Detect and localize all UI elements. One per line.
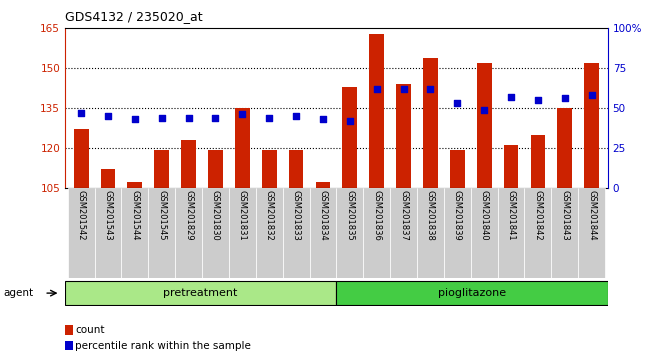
Text: GSM201831: GSM201831: [238, 190, 247, 241]
Bar: [471, 188, 498, 278]
Bar: [148, 188, 175, 278]
Bar: [557, 108, 572, 188]
Text: pioglitazone: pioglitazone: [438, 288, 506, 298]
Text: GSM201829: GSM201829: [184, 190, 193, 241]
Bar: [444, 188, 471, 278]
Text: GSM201843: GSM201843: [560, 190, 569, 241]
Text: GSM201830: GSM201830: [211, 190, 220, 241]
Text: percentile rank within the sample: percentile rank within the sample: [75, 341, 252, 350]
Bar: [175, 188, 202, 278]
Text: GSM201840: GSM201840: [480, 190, 489, 241]
Bar: [255, 188, 283, 278]
Point: [291, 113, 301, 119]
Bar: [289, 150, 304, 188]
Point: [129, 116, 140, 122]
Bar: [498, 188, 525, 278]
Bar: [578, 188, 605, 278]
Bar: [283, 188, 309, 278]
Bar: [127, 182, 142, 188]
Bar: [65, 281, 337, 305]
Point: [586, 92, 597, 98]
Bar: [181, 140, 196, 188]
Text: GSM201837: GSM201837: [399, 190, 408, 241]
Text: agent: agent: [3, 288, 33, 298]
Bar: [423, 58, 438, 188]
Text: pretreatment: pretreatment: [164, 288, 238, 298]
Bar: [525, 188, 551, 278]
Bar: [337, 188, 363, 278]
Bar: [417, 188, 444, 278]
Bar: [551, 188, 578, 278]
Point: [479, 107, 489, 113]
Bar: [101, 169, 116, 188]
Bar: [363, 188, 390, 278]
Point: [183, 115, 194, 120]
Point: [318, 116, 328, 122]
Point: [76, 110, 86, 116]
Bar: [208, 150, 223, 188]
Bar: [504, 145, 519, 188]
Text: GSM201834: GSM201834: [318, 190, 328, 241]
Bar: [315, 182, 330, 188]
Bar: [450, 150, 465, 188]
Bar: [154, 150, 169, 188]
Point: [372, 86, 382, 92]
Bar: [202, 188, 229, 278]
Point: [452, 101, 463, 106]
Point: [157, 115, 167, 120]
Bar: [369, 34, 384, 188]
Point: [210, 115, 220, 120]
Text: GSM201545: GSM201545: [157, 190, 166, 241]
Point: [560, 96, 570, 101]
Text: GSM201835: GSM201835: [345, 190, 354, 241]
Point: [425, 86, 436, 92]
Bar: [390, 188, 417, 278]
Bar: [229, 188, 255, 278]
Bar: [476, 63, 491, 188]
Bar: [396, 84, 411, 188]
Bar: [68, 188, 94, 278]
Text: GSM201844: GSM201844: [587, 190, 596, 241]
Bar: [94, 188, 122, 278]
Point: [506, 94, 516, 100]
Text: count: count: [75, 325, 105, 335]
Bar: [343, 87, 358, 188]
Text: GSM201833: GSM201833: [292, 190, 300, 241]
Text: GSM201542: GSM201542: [77, 190, 86, 241]
Point: [237, 112, 248, 117]
Text: GSM201842: GSM201842: [534, 190, 542, 241]
Bar: [309, 188, 337, 278]
Point: [264, 115, 274, 120]
Bar: [235, 108, 250, 188]
Bar: [73, 129, 88, 188]
Bar: [262, 150, 277, 188]
Point: [533, 97, 543, 103]
Text: GSM201841: GSM201841: [506, 190, 515, 241]
Bar: [122, 188, 148, 278]
Text: GSM201839: GSM201839: [453, 190, 461, 241]
Bar: [337, 281, 608, 305]
Point: [398, 86, 409, 92]
Point: [344, 118, 355, 124]
Text: GSM201832: GSM201832: [265, 190, 274, 241]
Bar: [530, 135, 545, 188]
Text: GDS4132 / 235020_at: GDS4132 / 235020_at: [65, 10, 203, 23]
Point: [103, 113, 113, 119]
Text: GSM201836: GSM201836: [372, 190, 381, 241]
Text: GSM201543: GSM201543: [103, 190, 112, 241]
Bar: [584, 63, 599, 188]
Text: GSM201838: GSM201838: [426, 190, 435, 241]
Text: GSM201544: GSM201544: [131, 190, 139, 241]
